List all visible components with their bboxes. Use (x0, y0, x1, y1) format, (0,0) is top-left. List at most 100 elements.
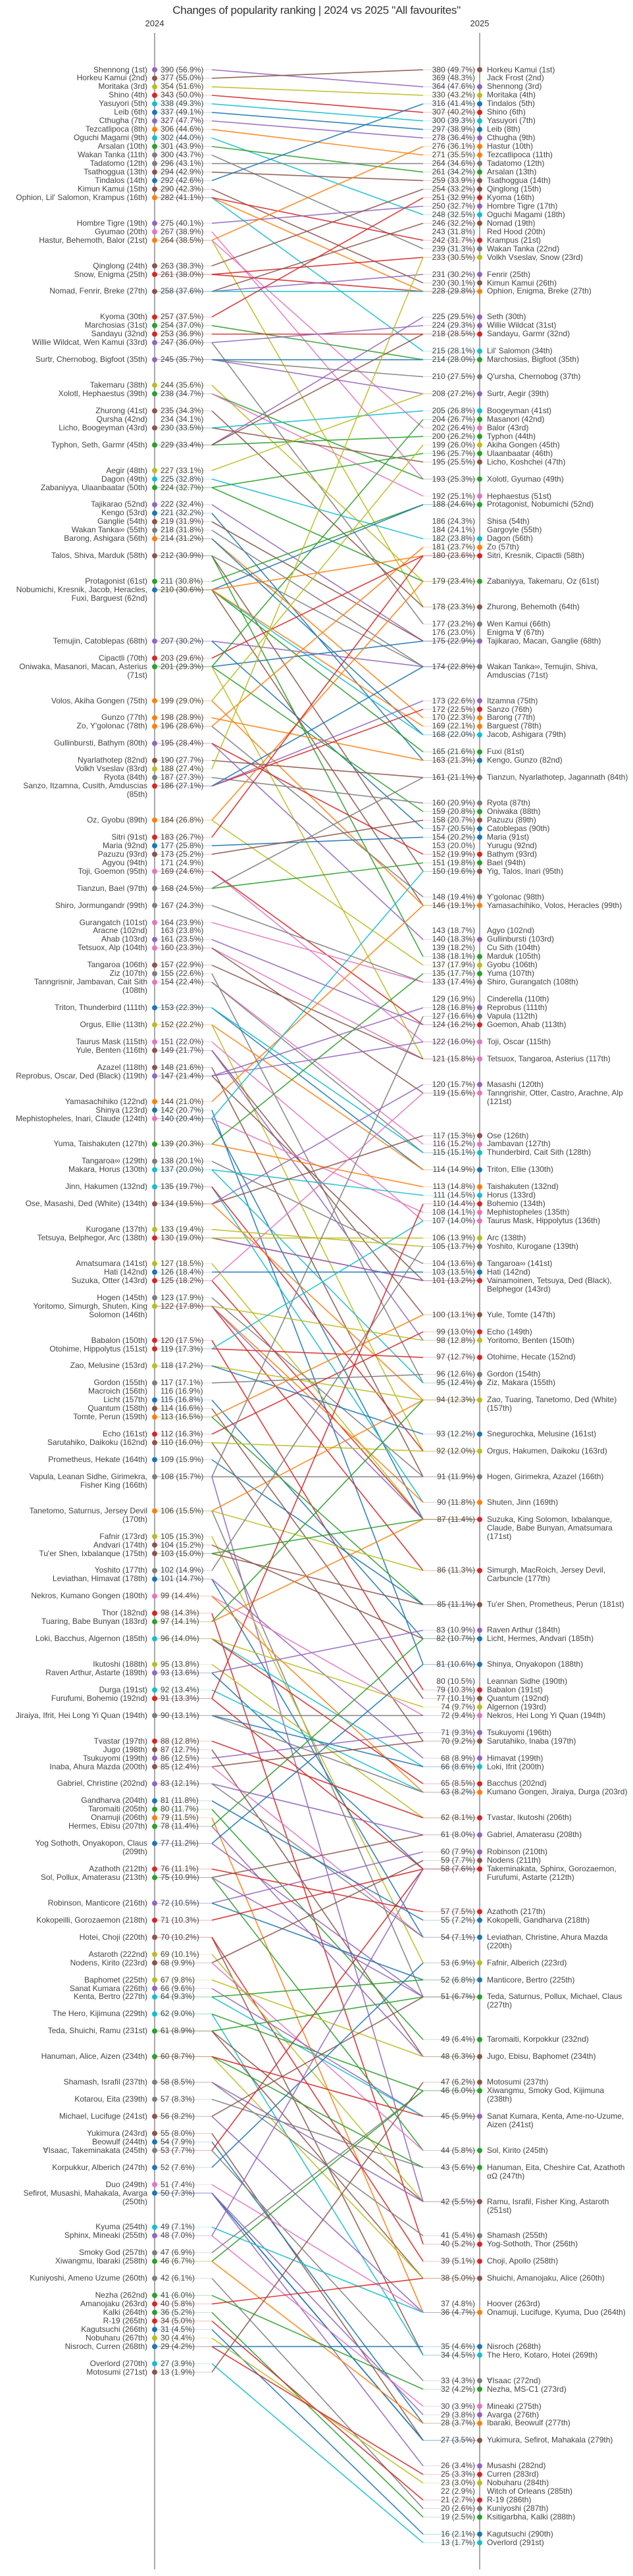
left-value: 104 (15.2%) (161, 1540, 204, 1550)
right-value: 210 (27.5%) (432, 372, 475, 382)
change-line (211, 453, 424, 488)
left-dot (152, 425, 157, 431)
right-dot (477, 442, 482, 448)
change-line (211, 905, 424, 1102)
left-label: Echo (161st) (102, 1429, 147, 1439)
right-label: Xiwangmu, Smoky God, Kijimuna (238th) (487, 2086, 605, 2104)
left-value: 130 (19.0%) (161, 1233, 204, 1243)
change-line (211, 905, 424, 983)
left-dot (152, 109, 157, 115)
right-label: Cinderella (110th) (487, 994, 549, 1004)
left-label: Nisroch, Curren (268th) (64, 2341, 147, 2351)
left-value: 296 (43.1%) (161, 159, 204, 168)
right-label: Tu'er Shen, Prometheus, Perun (181st) (487, 1600, 624, 1609)
right-value: 108 (14.1%) (432, 1207, 475, 1217)
left-value: 327 (47.7%) (161, 116, 204, 126)
left-value: 186 (27.1%) (161, 781, 204, 791)
left-dot (152, 553, 157, 559)
left-value: 50 (7.3%) (161, 2188, 195, 2198)
left-dot (152, 757, 157, 763)
left-label: Sitri (91st) (111, 832, 147, 842)
left-label: Mephistopheles, Inari, Claude (124th) (15, 1113, 147, 1123)
change-line (211, 1544, 424, 1640)
left-value: 91 (13.3%) (161, 1693, 199, 1703)
right-label: Red Hood (20th) (487, 226, 545, 236)
right-label: Xolotl, Gyumao (49th) (487, 474, 564, 484)
left-dot (152, 1184, 157, 1190)
change-line (211, 862, 424, 889)
change-line (211, 1996, 424, 2117)
right-dot (477, 809, 482, 815)
left-value: 41 (6.0%) (161, 2290, 195, 2300)
change-line (211, 2227, 424, 2313)
left-label: Willie Wildcat, Wen Kamui (33rd) (32, 338, 147, 347)
right-dot (477, 493, 482, 499)
left-value: 211 (30.8%) (161, 576, 203, 586)
right-value: 193 (25.3%) (432, 474, 475, 484)
right-label: Tezcatlipoca (11th) (487, 150, 553, 160)
right-value: 52 (6.8%) (440, 1975, 475, 1984)
left-value: 92 (13.4%) (161, 1684, 199, 1694)
right-value: 54 (7.1%) (440, 1932, 475, 1942)
right-label: Algernon (193rd) (487, 1702, 547, 1711)
right-value: 30 (3.9%) (440, 2401, 475, 2411)
right-value: 119 (15.6%) (432, 1088, 475, 1098)
right-value: 16 (2.1%) (440, 2529, 475, 2538)
right-label: Sarutahiko, Inaba (197th) (487, 1736, 576, 1746)
axis-label-2025: 2025 (470, 18, 490, 28)
right-value: 129 (16.9%) (432, 994, 475, 1004)
left-label: Baphomet (225th) (84, 1975, 147, 1984)
left-label: Xiwangmu, Ibaraki (258th) (55, 2256, 147, 2266)
left-label: Ahab (103rd) (101, 934, 147, 944)
left-dot (152, 75, 157, 81)
right-dot (477, 1448, 482, 1454)
left-label: Yog Sothoth, Onyakopon, Claus (209th) (35, 1838, 147, 1857)
left-dot (152, 1116, 157, 1122)
change-line (211, 393, 424, 480)
right-value: 114 (14.9%) (432, 1165, 475, 1174)
right-label: Wakan Tanka (22nd) (487, 243, 560, 253)
left-label: Cipactli (70th) (98, 653, 147, 663)
change-line (211, 1715, 424, 1767)
right-value: 57 (7.5%) (440, 1906, 475, 1916)
left-value: 69 (10.1%) (161, 1949, 199, 1959)
change-line (211, 819, 424, 855)
right-dot (477, 2148, 482, 2154)
left-value: 30 (4.4%) (161, 2333, 195, 2342)
left-label: Fafnir (173rd) (99, 1531, 147, 1541)
right-dot (477, 664, 482, 670)
left-dot (152, 2096, 157, 2102)
left-dot (152, 971, 157, 976)
right-dot (477, 451, 482, 457)
left-value: 46 (6.7%) (161, 2256, 195, 2266)
change-line (211, 1374, 424, 1384)
change-line (211, 103, 424, 122)
right-dot (477, 1627, 482, 1633)
change-line (211, 1868, 424, 1921)
right-dot (477, 280, 482, 286)
right-dot (477, 1133, 482, 1138)
left-label: Hanuman, Alice, Aizen (234th) (41, 2052, 147, 2061)
left-label: Durga (191st) (99, 1684, 147, 1694)
right-label: Hombre Tigre (17th) (487, 201, 558, 211)
right-label: Onamuji, Lucifuge, Kyuma, Duo (264th) (487, 2307, 626, 2317)
right-value: 170 (22.3%) (432, 713, 475, 722)
right-value: 153 (20.0%) (432, 840, 475, 850)
change-line (211, 1663, 424, 1844)
right-dot (477, 817, 482, 823)
right-label: Gabriel, Amaterasu (208th) (487, 1830, 582, 1840)
change-line (211, 973, 424, 1145)
left-value: 167 (24.3%) (161, 900, 204, 910)
left-value: 224 (32.7%) (161, 482, 204, 492)
right-label: Echo (149th) (487, 1326, 532, 1336)
right-label: Raven Arthur (184th) (487, 1625, 561, 1635)
left-label: Hati (142nd) (103, 1267, 147, 1276)
right-dot (477, 1039, 482, 1045)
left-dot (152, 2054, 157, 2059)
left-dot (152, 2310, 157, 2315)
right-dot (477, 2420, 482, 2426)
right-label: Gargoyle (55th) (487, 525, 542, 535)
right-label: Jambavan (127th) (487, 1139, 551, 1149)
right-dot (477, 1857, 482, 1863)
left-dot (152, 1670, 157, 1676)
